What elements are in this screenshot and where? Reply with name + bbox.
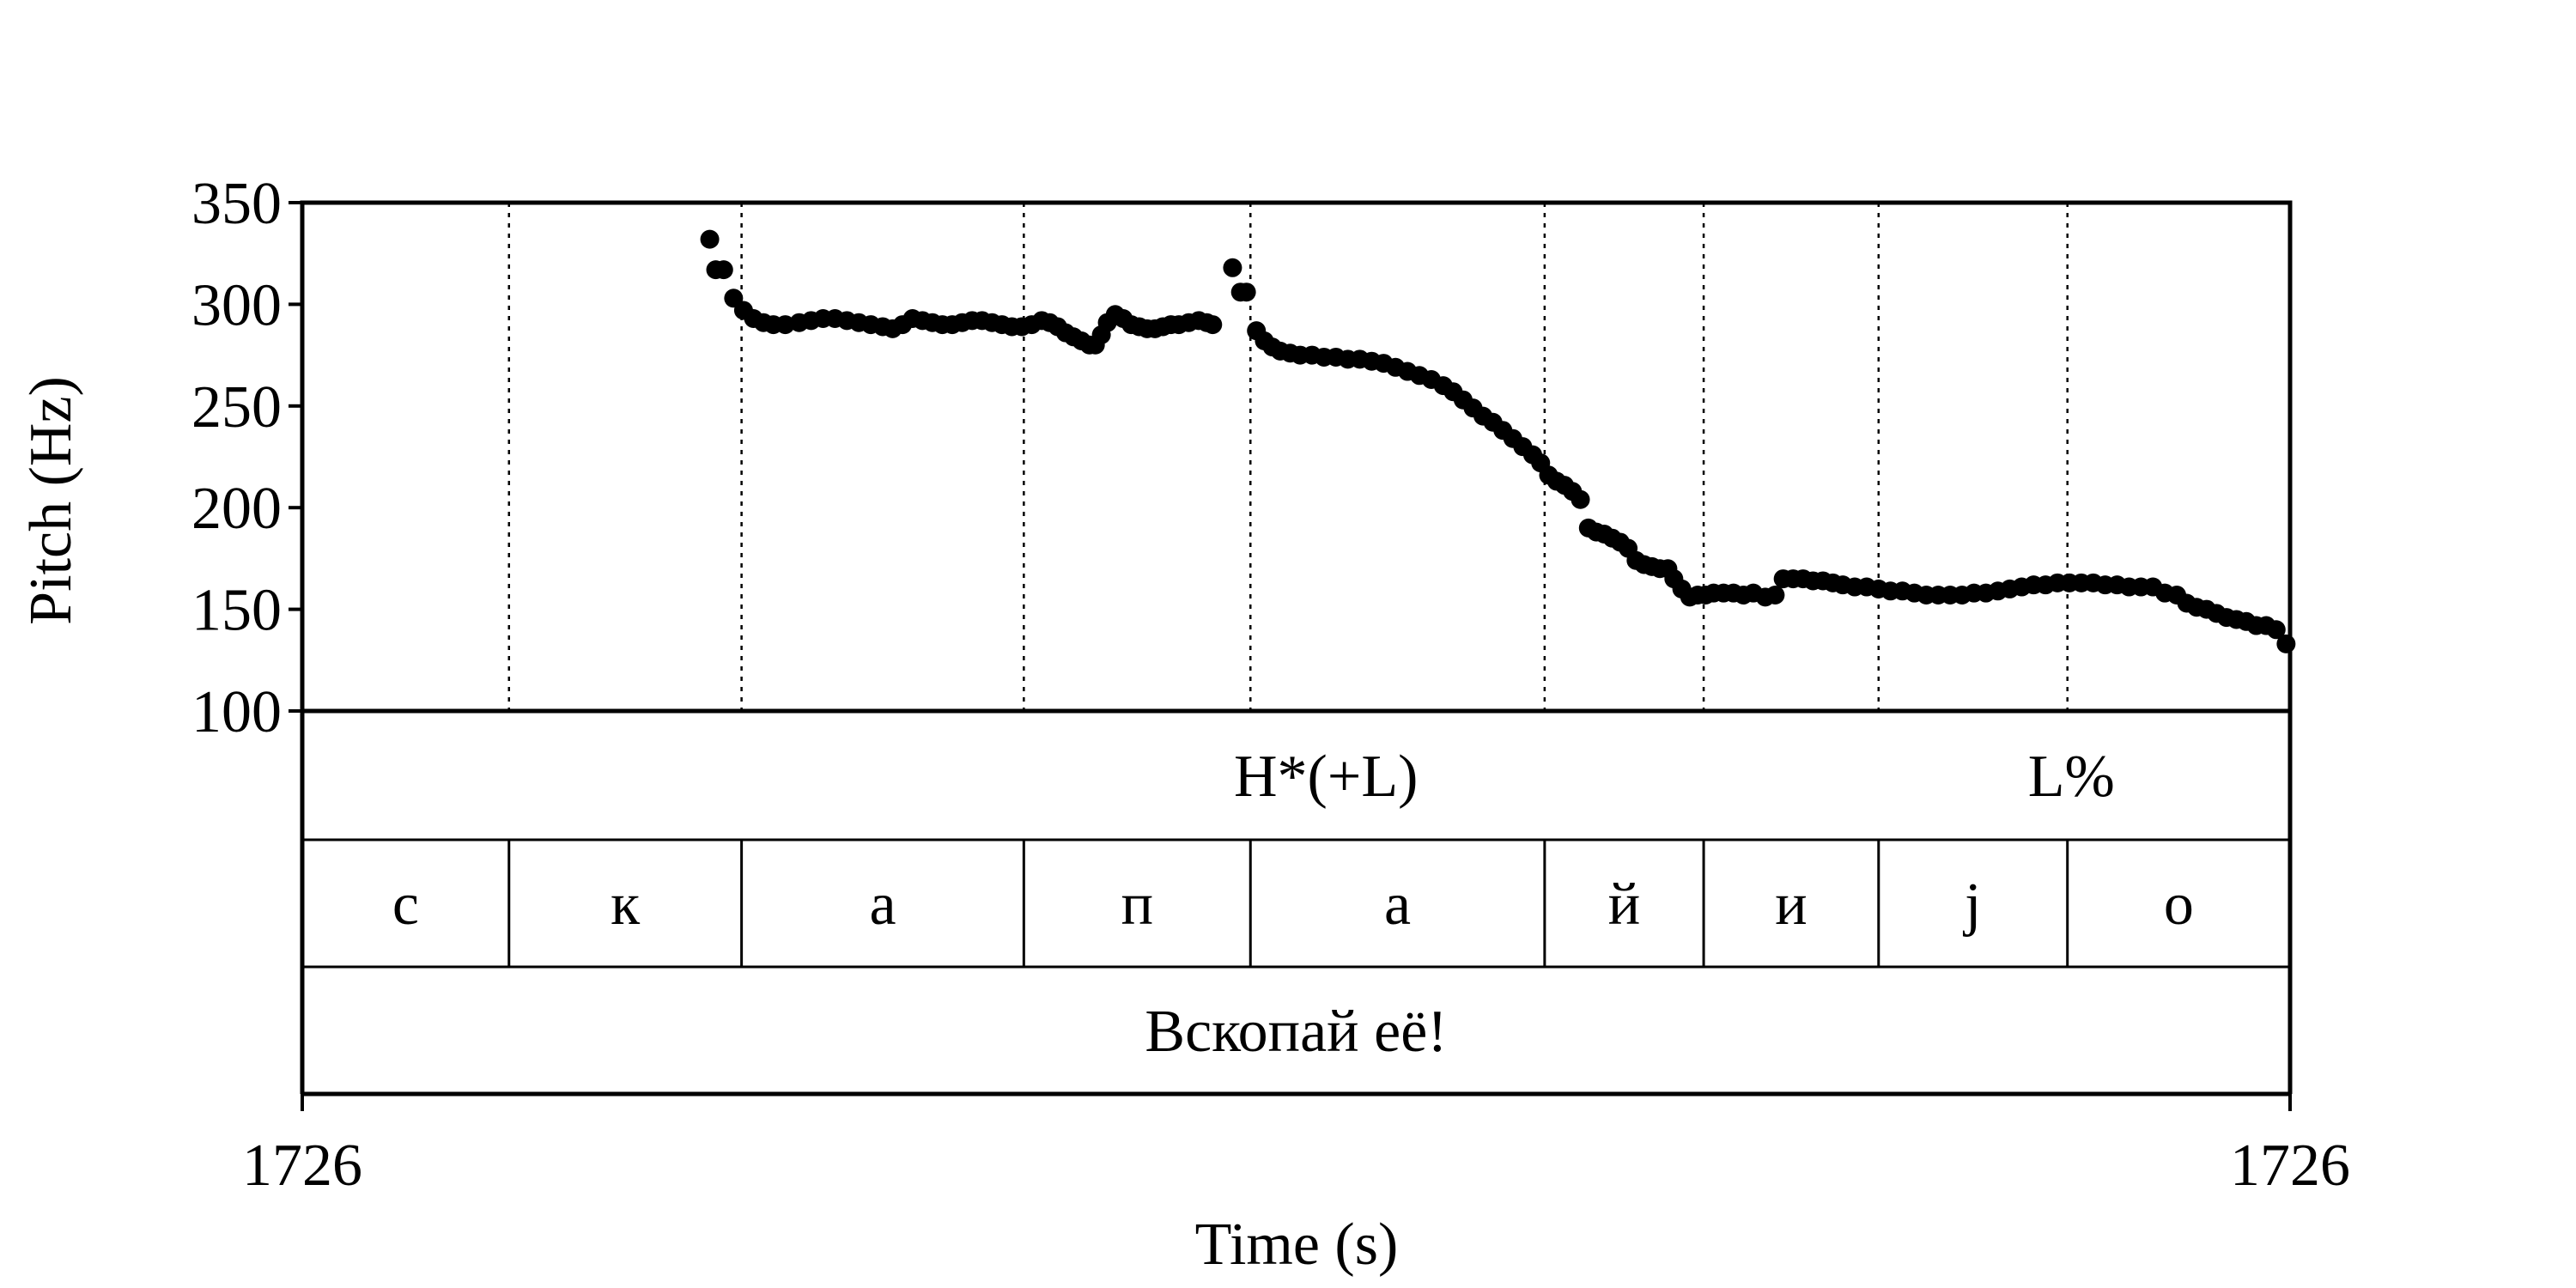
y-tick-label: 300	[191, 272, 282, 338]
pitch-point	[1236, 283, 1256, 302]
segment-label: j	[1962, 872, 1981, 938]
annotation-tiers: H*(+L) L% с к а п а й и j о Вскопай её!	[300, 711, 2293, 1097]
segment-label: о	[2164, 872, 2194, 938]
pitch-point	[2276, 634, 2296, 653]
pitch-point	[1203, 315, 1223, 335]
segment-label: п	[1121, 872, 1153, 938]
segment-label: к	[611, 872, 641, 938]
pitch-point	[2266, 620, 2286, 640]
segment-label: й	[1608, 872, 1640, 938]
x-tick-label-start: 1726	[242, 1133, 362, 1199]
tone-label: L%	[2028, 744, 2115, 810]
x-tick-label-end: 1726	[2230, 1133, 2350, 1199]
pitch-point	[775, 315, 795, 335]
pitch-point	[714, 260, 733, 280]
y-tick-label: 100	[191, 679, 282, 745]
y-tick-label: 150	[191, 578, 282, 644]
pitch-point	[700, 229, 720, 249]
x-axis-title: Time (s)	[1195, 1212, 1399, 1278]
pitch-plot	[507, 203, 2296, 711]
pitch-point	[1571, 489, 1590, 509]
segment-label: и	[1775, 872, 1807, 938]
y-tick-label: 350	[191, 171, 282, 237]
segment-label: с	[392, 872, 419, 938]
y-tick-label: 250	[191, 374, 282, 440]
sentence-label: Вскопай её!	[1145, 999, 1447, 1065]
pitch-point	[1765, 586, 1785, 605]
pitch-point	[1223, 258, 1242, 277]
segment-label: а	[869, 872, 896, 938]
pitch-panel-frame	[300, 200, 2293, 714]
axes: 1726 1726 Time (s) Pitch (Hz) 350 300 250 2…	[18, 171, 2350, 1278]
y-axis-title: Pitch (Hz)	[18, 376, 84, 625]
y-tick-label: 200	[191, 476, 282, 542]
tone-label: H*(+L)	[1234, 744, 1418, 810]
segment-label: а	[1384, 872, 1411, 938]
